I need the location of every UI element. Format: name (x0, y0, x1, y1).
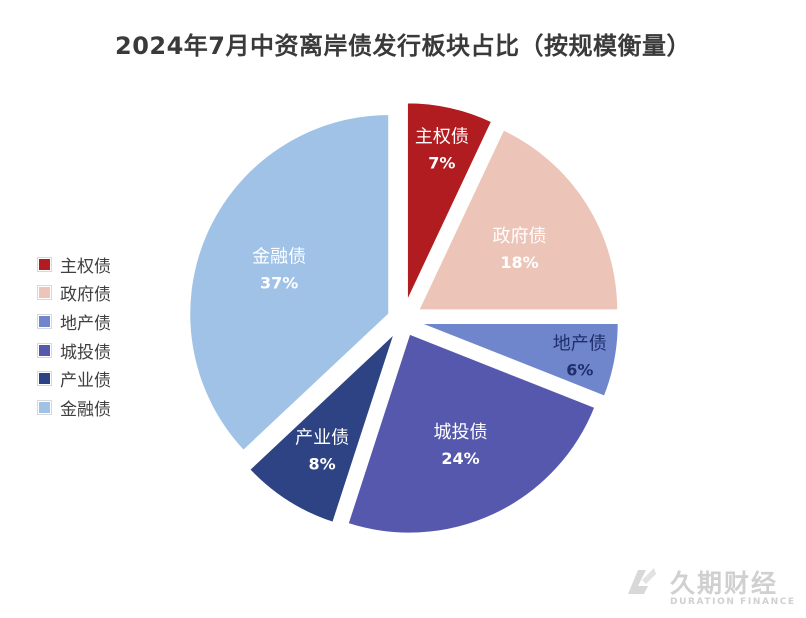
slice-value-label: 24% (441, 449, 479, 468)
brand-logo-icon (628, 568, 656, 594)
legend-label: 主权债 (60, 256, 111, 277)
slice-value-label: 6% (566, 361, 593, 380)
slice-category-label: 政府债 (493, 226, 547, 247)
legend-swatch (38, 372, 51, 386)
legend-item: 金融债 (38, 393, 111, 422)
pie-slice (188, 113, 391, 453)
pie-slice (247, 331, 396, 525)
watermark-logo: 久期财经 DURATION FINANCE (624, 562, 802, 614)
legend-label: 城投债 (60, 342, 111, 363)
legend-label: 金融债 (60, 399, 111, 420)
slice-category-label: 城投债 (433, 422, 487, 443)
legend-item: 政府债 (38, 279, 111, 308)
legend-swatch (38, 400, 51, 414)
slice-value-label: 7% (428, 153, 455, 172)
pie-slice (405, 101, 494, 303)
chart-legend: 主权债政府债地产债城投债产业债金融债 (38, 250, 111, 422)
legend-item: 产业债 (38, 364, 111, 393)
legend-item: 城投债 (38, 336, 111, 365)
legend-swatch (38, 314, 51, 328)
slice-value-label: 37% (260, 273, 298, 292)
slice-category-label: 产业债 (295, 427, 349, 448)
legend-item: 地产债 (38, 307, 111, 336)
pie-slice (418, 321, 620, 398)
slice-value-label: 18% (500, 253, 538, 272)
legend-swatch (38, 257, 51, 271)
legend-swatch (38, 343, 51, 357)
legend-label: 产业债 (60, 371, 111, 392)
watermark-brand-cn: 久期财经 (670, 569, 779, 598)
chart-title: 2024年7月中资离岸债发行板块占比（按规模衡量） (115, 32, 691, 60)
pie-slice (416, 128, 620, 312)
legend-swatch (38, 286, 51, 300)
pie-slice (346, 332, 597, 535)
legend-label: 政府债 (60, 285, 111, 306)
slice-category-label: 主权债 (415, 126, 469, 147)
watermark-brand-en: DURATION FINANCE (670, 597, 796, 607)
slice-category-label: 金融债 (252, 246, 306, 267)
legend-item: 主权债 (38, 250, 111, 279)
legend-label: 地产债 (60, 313, 111, 334)
slice-value-label: 8% (309, 454, 336, 473)
slice-category-label: 地产债 (553, 334, 607, 355)
